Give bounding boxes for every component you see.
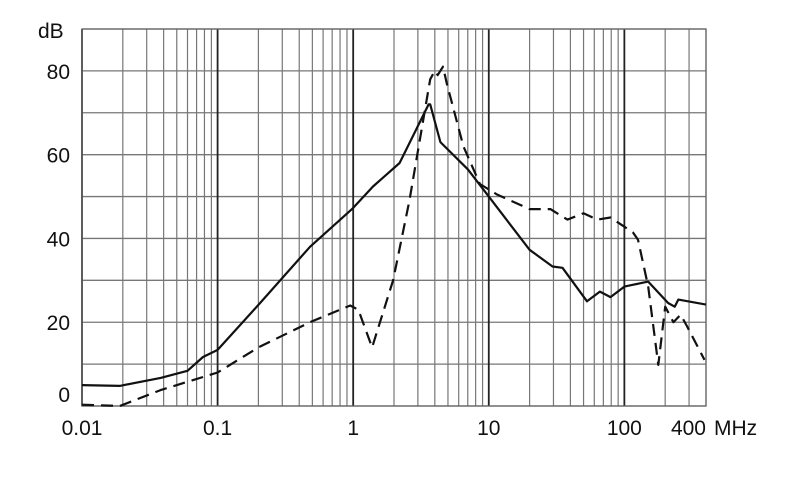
y-tick-labels: 0 20 40 60 80	[47, 61, 70, 407]
x-tick-label: 0.1	[203, 417, 232, 440]
x-tick-label: 100	[607, 417, 642, 440]
plot-border	[81, 28, 707, 407]
y-tick-label: 60	[47, 145, 70, 168]
x-tick-label: 400	[671, 417, 706, 440]
x-axis-unit: MHz	[714, 417, 757, 440]
x-tick-label: 0.01	[62, 417, 103, 440]
y-tick-label: 40	[47, 228, 70, 251]
x-tick-labels: 0.01 0.1 1 10 100 400	[62, 417, 706, 440]
x-tick-label: 10	[477, 417, 500, 440]
y-tick-label: 80	[47, 61, 70, 84]
series-group	[81, 65, 707, 408]
x-tick-label: 1	[347, 417, 359, 440]
y-tick-label: 20	[47, 312, 70, 335]
series-solid-line	[81, 103, 707, 387]
y-tick-label: 0	[58, 384, 70, 407]
y-axis-label: dB	[38, 20, 64, 43]
grid	[81, 28, 707, 407]
series-dashed-line	[81, 65, 706, 408]
